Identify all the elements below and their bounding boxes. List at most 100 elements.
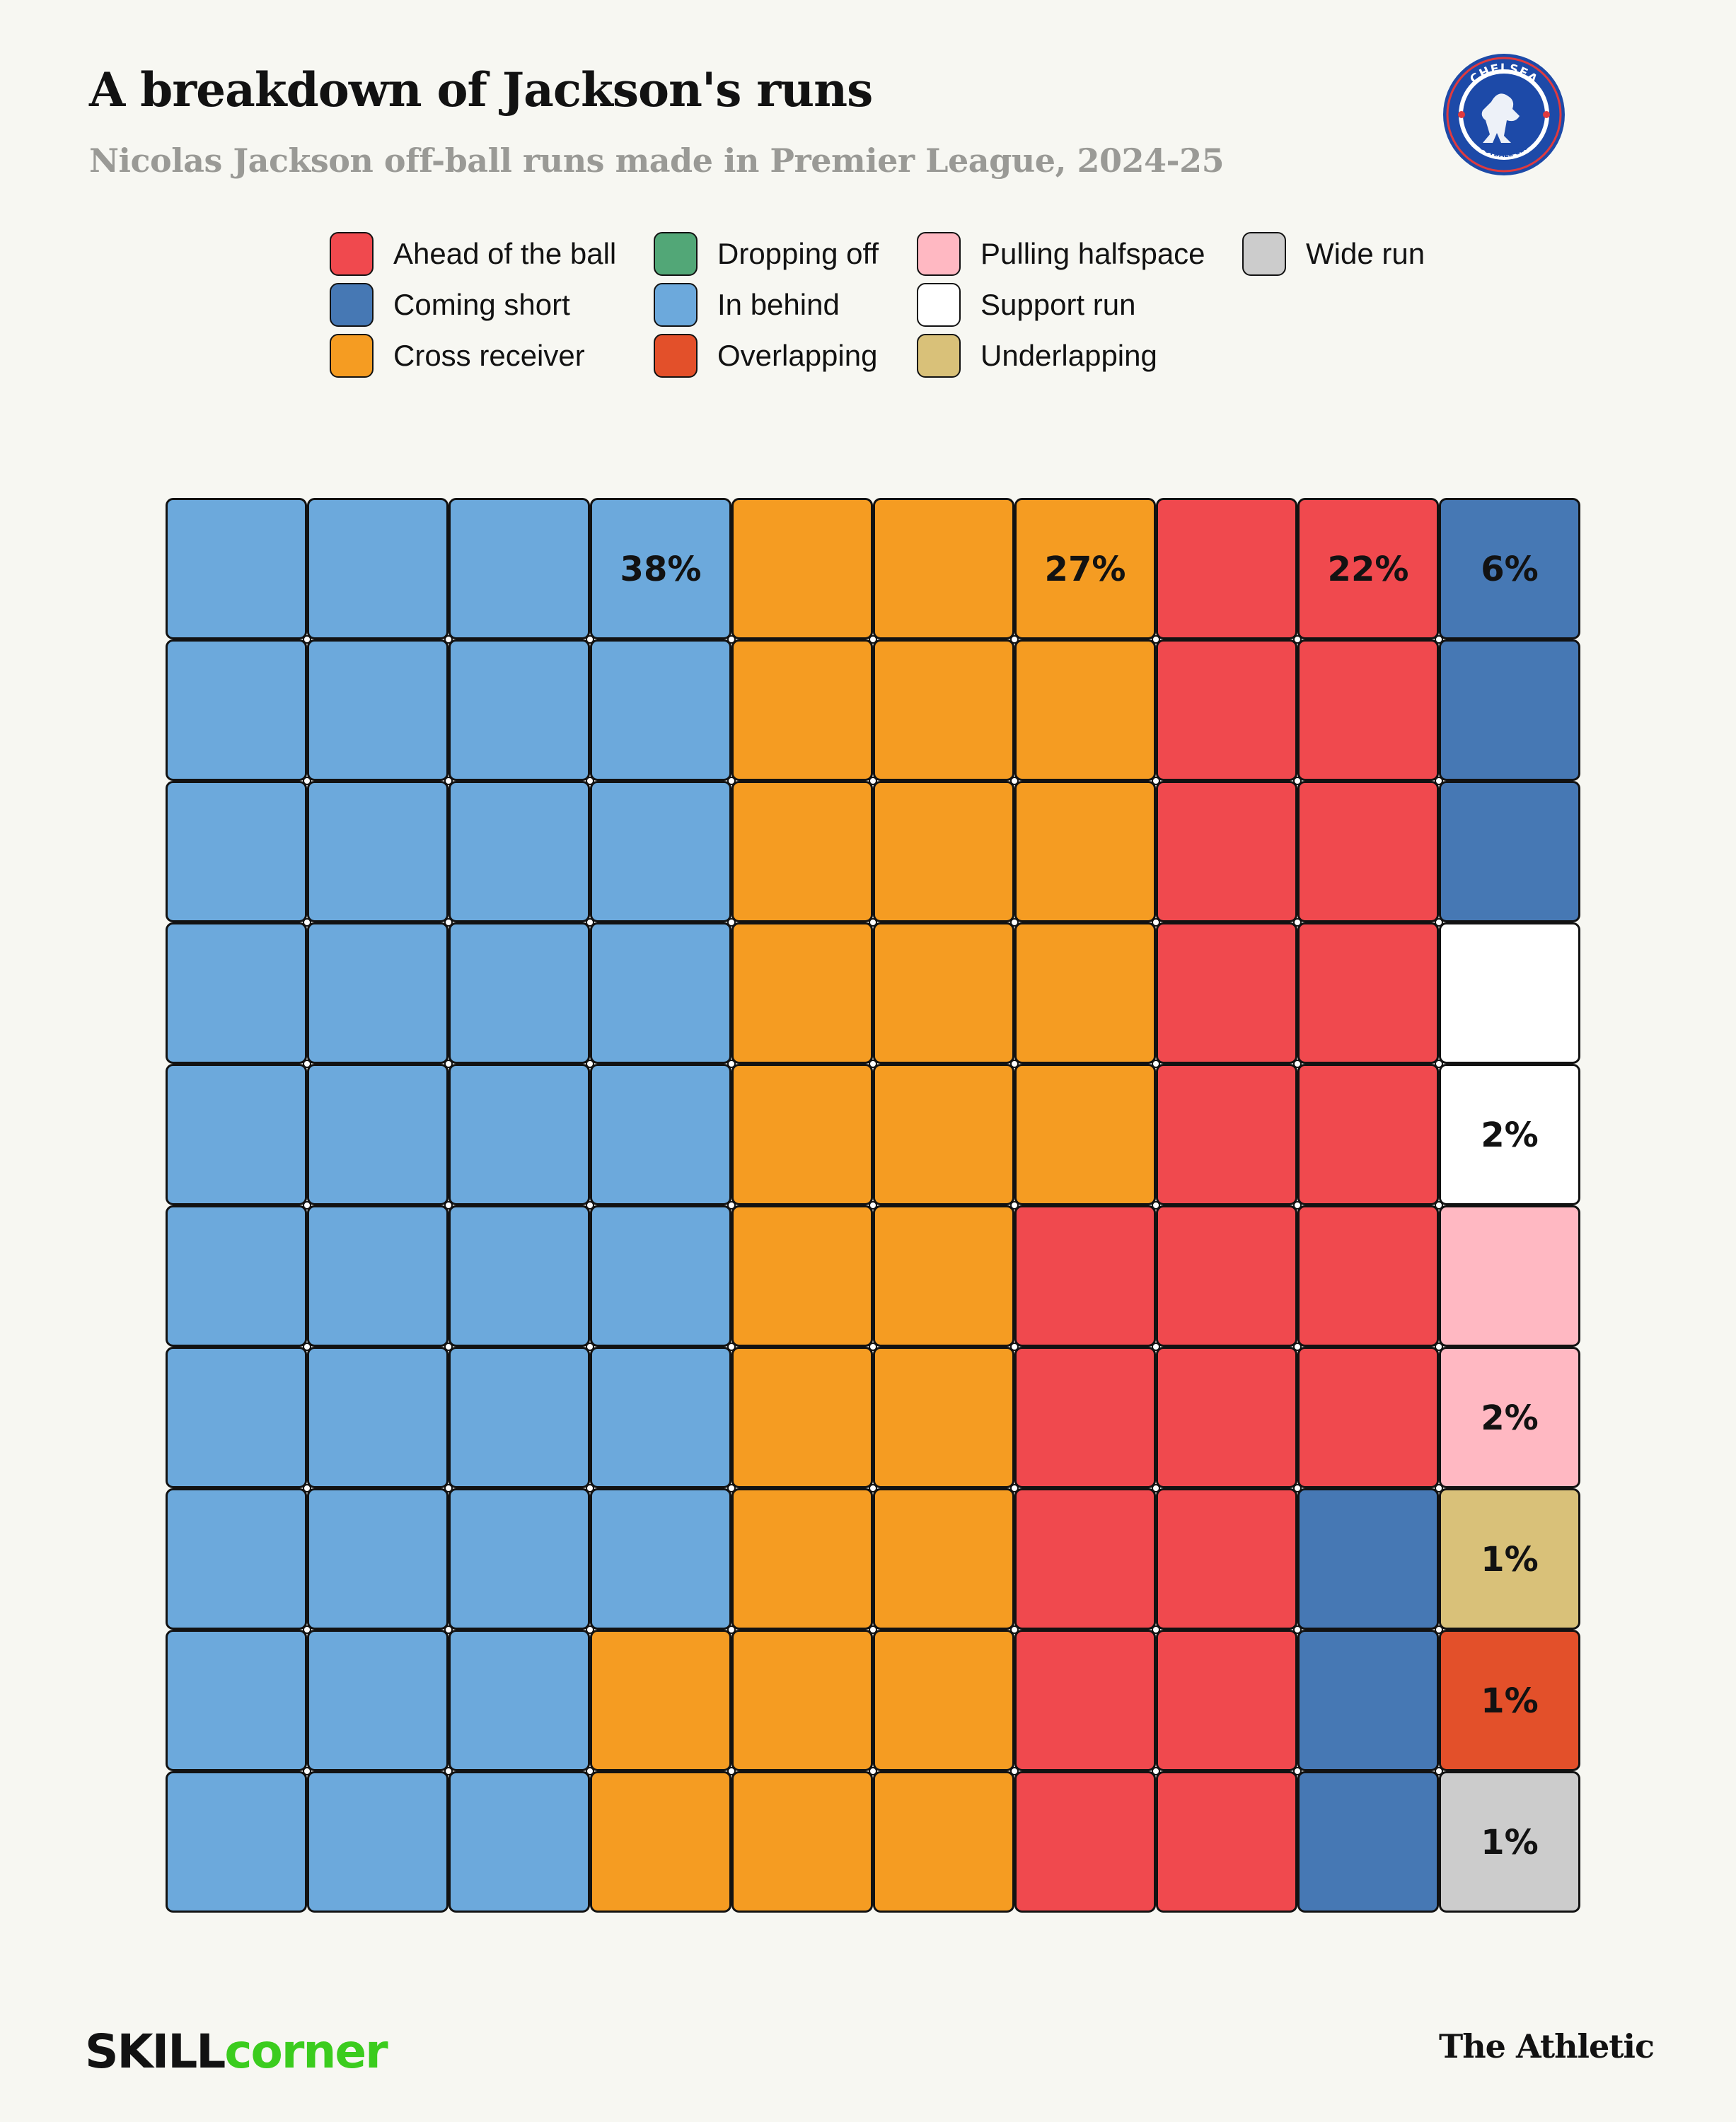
waffle-cell <box>873 1488 1014 1630</box>
waffle-cell <box>1014 1347 1156 1488</box>
waffle-cell <box>590 1488 731 1630</box>
legend-swatch <box>330 232 374 276</box>
grid-intersection-dot <box>444 1484 453 1492</box>
waffle-cell <box>1297 498 1439 639</box>
chart-subtitle: Nicolas Jackson off-ball runs made in Pr… <box>89 141 1225 180</box>
waffle-cell <box>1156 922 1297 1064</box>
legend-swatch <box>917 283 961 327</box>
waffle-cell <box>1156 1488 1297 1630</box>
waffle-cell <box>1014 1771 1156 1913</box>
legend-item: Wide run <box>1242 231 1425 277</box>
grid-intersection-dot <box>1435 1625 1443 1634</box>
waffle-cell <box>1156 1630 1297 1771</box>
waffle-cell <box>731 1488 873 1630</box>
grid-intersection-dot <box>1152 777 1160 785</box>
waffle-cell <box>307 1488 449 1630</box>
skillcorner-logo: SKILLcorner <box>85 2024 388 2079</box>
waffle-cell <box>873 1630 1014 1771</box>
grid-intersection-dot <box>303 1343 311 1351</box>
grid-intersection-dot <box>303 1625 311 1634</box>
waffle-cell <box>307 639 449 781</box>
waffle-cell <box>166 1630 307 1771</box>
waffle-cell <box>1297 1205 1439 1347</box>
legend-item: Coming short <box>330 282 570 328</box>
waffle-cell <box>731 639 873 781</box>
grid-intersection-dot <box>586 1343 594 1351</box>
legend-label: Coming short <box>393 288 570 321</box>
grid-intersection-dot <box>869 918 877 927</box>
grid-intersection-dot <box>727 918 736 927</box>
waffle-cell <box>1439 1064 1580 1205</box>
waffle-percent-label: 22% <box>1328 550 1409 589</box>
waffle-cell <box>449 639 590 781</box>
waffle-cell <box>449 781 590 922</box>
chart-legend: Ahead of the ball Coming short Cross rec… <box>330 231 1532 386</box>
waffle-cell <box>1156 1347 1297 1488</box>
waffle-cell <box>873 498 1014 639</box>
grid-intersection-dot <box>303 635 311 644</box>
waffle-cell <box>590 781 731 922</box>
waffle-cell <box>1014 498 1156 639</box>
waffle-cell <box>1439 1771 1580 1913</box>
legend-item: Ahead of the ball <box>330 231 616 277</box>
legend-item: In behind <box>654 282 840 328</box>
legend-item: Pulling halfspace <box>917 231 1205 277</box>
waffle-cell <box>449 1064 590 1205</box>
waffle-cell <box>590 1064 731 1205</box>
grid-intersection-dot <box>586 1625 594 1634</box>
grid-intersection-dot <box>586 777 594 785</box>
grid-intersection-dot <box>727 1625 736 1634</box>
waffle-cell <box>873 781 1014 922</box>
grid-intersection-dot <box>869 1484 877 1492</box>
grid-intersection-dot <box>1435 1484 1443 1492</box>
waffle-cell <box>873 922 1014 1064</box>
grid-intersection-dot <box>444 1201 453 1210</box>
waffle-cell <box>1439 639 1580 781</box>
legend-label: In behind <box>717 288 840 321</box>
waffle-cell <box>873 1771 1014 1913</box>
grid-intersection-dot <box>727 1484 736 1492</box>
waffle-cell <box>1439 922 1580 1064</box>
waffle-cell <box>1297 1630 1439 1771</box>
grid-intersection-dot <box>727 1201 736 1210</box>
legend-item: Underlapping <box>917 332 1157 379</box>
waffle-cell <box>731 1771 873 1913</box>
grid-intersection-dot <box>444 1767 453 1775</box>
legend-label: Wide run <box>1306 237 1425 270</box>
waffle-cell <box>1439 1205 1580 1347</box>
waffle-cell <box>307 1205 449 1347</box>
waffle-cell <box>590 1630 731 1771</box>
grid-intersection-dot <box>303 1060 311 1068</box>
grid-intersection-dot <box>1293 1484 1302 1492</box>
waffle-cell <box>1014 1630 1156 1771</box>
grid-intersection-dot <box>1152 1484 1160 1492</box>
waffle-cell <box>1439 1488 1580 1630</box>
waffle-cell <box>873 1064 1014 1205</box>
legend-label: Cross receiver <box>393 339 585 372</box>
waffle-cell <box>873 1347 1014 1488</box>
waffle-cell <box>590 1347 731 1488</box>
grid-intersection-dot <box>586 1484 594 1492</box>
waffle-cell <box>166 1347 307 1488</box>
grid-intersection-dot <box>1152 1060 1160 1068</box>
grid-intersection-dot <box>869 635 877 644</box>
legend-swatch <box>1242 232 1286 276</box>
waffle-cell <box>1014 639 1156 781</box>
grid-intersection-dot <box>1293 777 1302 785</box>
waffle-cell <box>1439 1630 1580 1771</box>
waffle-cell <box>1156 1771 1297 1913</box>
grid-intersection-dot <box>444 918 453 927</box>
waffle-chart: 38% 27% 22% 6% 2% 2% 1% 1% 1% <box>166 498 1580 1913</box>
waffle-cell <box>1439 498 1580 639</box>
waffle-cell <box>1297 781 1439 922</box>
grid-intersection-dot <box>1293 1060 1302 1068</box>
grid-intersection-dot <box>1293 1767 1302 1775</box>
legend-label: Overlapping <box>717 339 878 372</box>
grid-intersection-dot <box>1293 1201 1302 1210</box>
waffle-cell <box>166 639 307 781</box>
waffle-percent-label: 1% <box>1481 1540 1539 1579</box>
grid-intersection-dot <box>1293 635 1302 644</box>
waffle-cell <box>590 922 731 1064</box>
waffle-cell <box>1156 1205 1297 1347</box>
grid-intersection-dot <box>444 635 453 644</box>
